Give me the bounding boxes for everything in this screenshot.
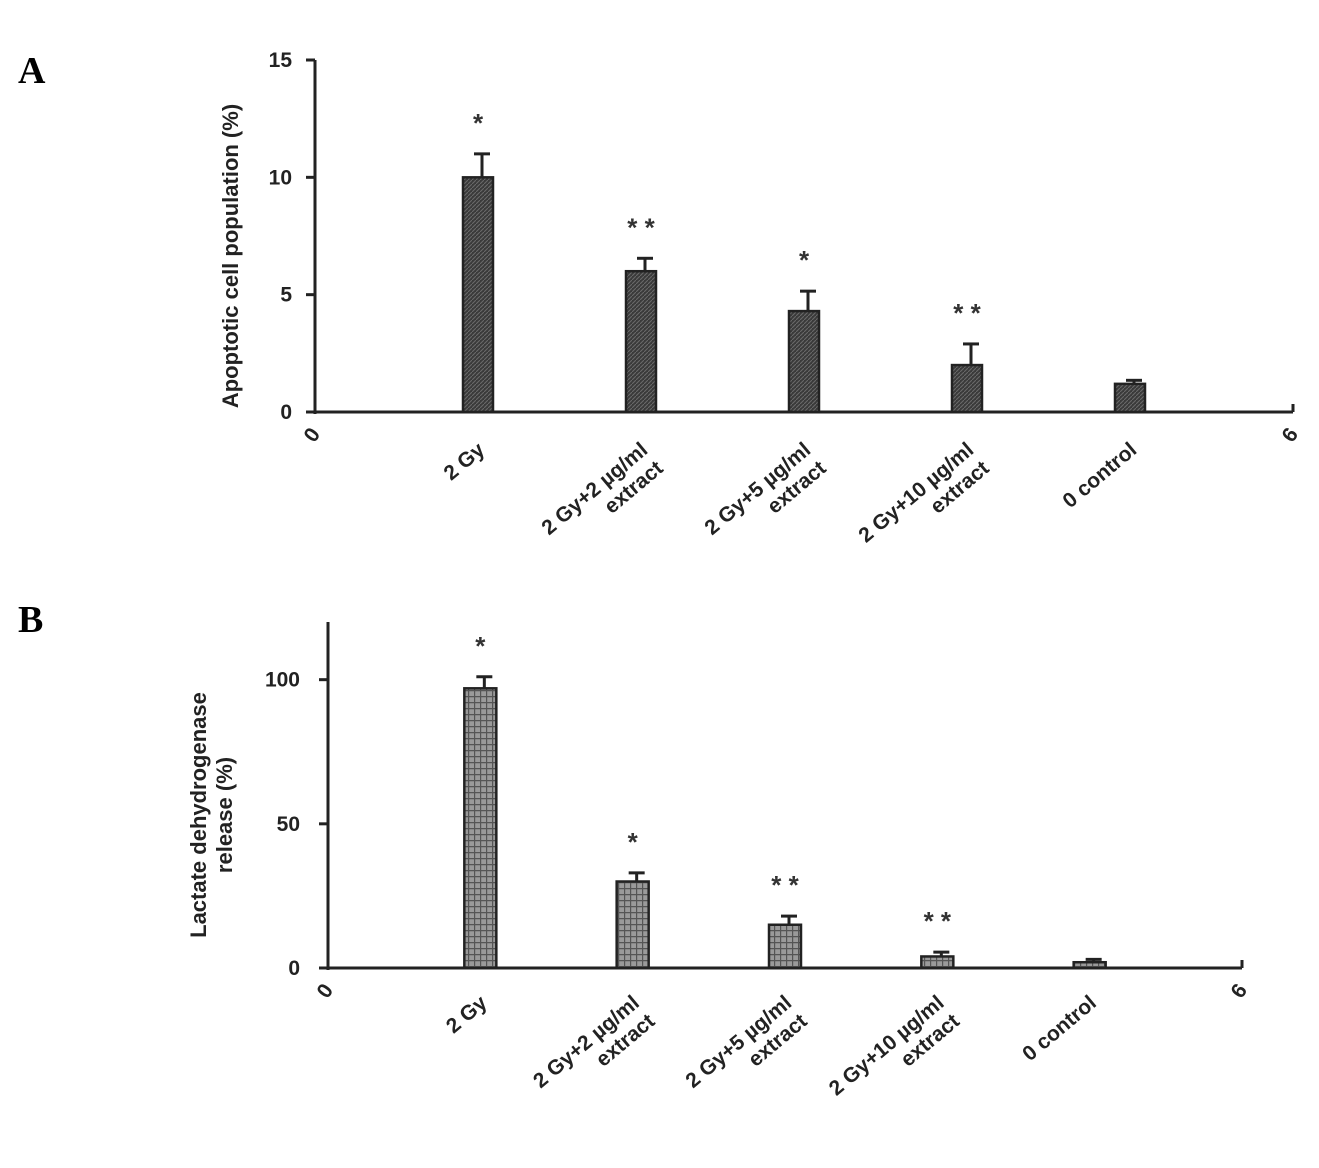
category-label: 2 Gy+5 µg/mlextract bbox=[681, 991, 811, 1111]
y-axis-title: Apoptotic cell population (%) bbox=[218, 104, 243, 408]
bar bbox=[950, 363, 984, 414]
category-label: 0 control bbox=[1018, 991, 1101, 1066]
category-label: 2 Gy+5 µg/mlextract bbox=[700, 438, 830, 558]
y-tick-label: 15 bbox=[269, 49, 293, 72]
category-label: 2 Gy bbox=[440, 438, 490, 485]
panel-letter: A bbox=[18, 50, 46, 92]
category-label-line: 0 control bbox=[1058, 438, 1141, 513]
significance-mark: * * bbox=[924, 906, 952, 936]
significance-mark: * * bbox=[771, 870, 799, 900]
y-tick-label: 0 bbox=[280, 401, 292, 424]
bar bbox=[787, 309, 821, 414]
category-label-line: 2 Gy bbox=[442, 991, 492, 1038]
chart-panel-b: B 0 50 100 Lactate dehydrogenaserelease (%) 0… bbox=[18, 599, 1253, 1118]
panel-letter: B bbox=[18, 599, 43, 641]
significance-mark: * bbox=[473, 108, 484, 138]
category-label-line: 0 control bbox=[1018, 991, 1101, 1066]
bar bbox=[920, 955, 955, 970]
y-tick-label: 10 bbox=[269, 166, 292, 189]
category-label: 2 Gy+2 µg/mlextract bbox=[529, 991, 659, 1111]
bar bbox=[1113, 382, 1147, 414]
x-tick-label: 6 bbox=[1227, 980, 1253, 1003]
significance-mark: * * bbox=[627, 212, 655, 242]
significance-mark: * * bbox=[953, 298, 981, 328]
bar bbox=[1072, 960, 1107, 970]
significance-mark: * bbox=[475, 631, 486, 661]
category-label-line: 2 Gy bbox=[440, 438, 490, 485]
y-axis-title: Lactate dehydrogenaserelease (%) bbox=[186, 692, 237, 938]
significance-mark: * bbox=[799, 245, 810, 275]
y-tick-label: 100 bbox=[265, 669, 300, 692]
y-axis-title-line: Lactate dehydrogenase bbox=[186, 692, 211, 938]
chart-panel-a: A 0 5 10 15 Apoptotic cell population (%) 0 6 * 2… bbox=[18, 49, 1304, 565]
category-label: 2 Gy bbox=[442, 991, 492, 1038]
category-label: 2 Gy+10 µg/mlextract bbox=[854, 438, 993, 565]
significance-mark: * bbox=[628, 827, 639, 857]
bar bbox=[461, 176, 495, 414]
x-tick-label: 0 bbox=[313, 980, 339, 1003]
y-axis-title-line: Apoptotic cell population (%) bbox=[218, 104, 243, 408]
bar bbox=[615, 880, 650, 970]
x-tick-label: 6 bbox=[1278, 424, 1304, 447]
bar bbox=[624, 269, 658, 414]
category-label: 2 Gy+10 µg/mlextract bbox=[825, 991, 964, 1118]
bar bbox=[767, 923, 803, 970]
y-tick-label: 0 bbox=[288, 957, 300, 980]
category-label: 0 control bbox=[1058, 438, 1141, 513]
x-tick-label: 0 bbox=[300, 424, 326, 447]
bar bbox=[463, 687, 498, 970]
y-tick-label: 5 bbox=[280, 284, 292, 307]
y-axis-title-line: release (%) bbox=[212, 757, 237, 873]
category-label: 2 Gy+2 µg/mlextract bbox=[537, 438, 667, 558]
y-tick-label: 50 bbox=[277, 813, 300, 836]
